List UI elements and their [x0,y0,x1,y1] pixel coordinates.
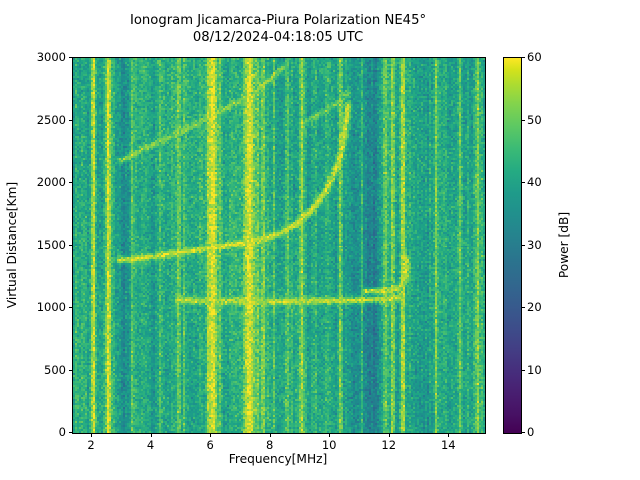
colorbar [503,57,522,434]
colorbar-tick-mark [521,57,525,58]
plot-area[interactable] [72,57,486,434]
y-tick-mark [68,307,72,308]
chart-title: Ionogram Jicamarca-Piura Polarization NE… [72,12,484,46]
x-tick-label-8: 8 [265,438,274,452]
colorbar-tick-mark [521,432,525,433]
colorbar-tick-label-30: 30 [527,237,542,252]
colorbar-label-text: Power [dB] [557,211,571,278]
colorbar-tick-mark [521,244,525,246]
x-tick-mark [448,433,450,437]
y-tick-label-500: 500 [44,362,66,377]
colorbar-label: Power [dB] [556,57,572,432]
y-tick-label-2000: 2000 [36,175,66,189]
y-tick-mark [68,369,72,371]
y-tick-label-3000: 3000 [36,50,66,64]
y-tick-label-2500: 2500 [36,112,66,127]
x-tick-label-14: 14 [440,438,456,452]
colorbar-tick-label-20: 20 [527,300,542,314]
x-tick-label-12: 12 [381,438,397,452]
colorbar-tick-mark [521,119,525,121]
x-tick-mark [388,433,390,437]
x-tick-label-2: 2 [87,438,95,452]
y-tick-label-1000: 1000 [36,300,66,314]
colorbar-tick-label-40: 40 [527,175,542,189]
colorbar-ticks: 0 10 20 30 40 50 60 [520,50,580,439]
x-tick-label-4: 4 [146,438,155,452]
y-tick-label-0: 0 [58,425,66,439]
title-line-timestamp: 08/12/2024-04:18:05 UTC [192,30,364,45]
y-axis-ticks: 0 500 1000 1500 2000 2500 3000 [0,50,72,439]
y-tick-mark [68,244,72,246]
y-axis-label: Virtual Distance[Km] [4,57,20,432]
x-tick-mark [329,433,331,437]
colorbar-tick-mark [521,369,525,371]
y-tick-mark [68,432,72,433]
x-tick-mark [269,433,271,437]
colorbar-tick-label-10: 10 [527,362,542,377]
x-tick-mark [91,433,93,437]
colorbar-tick-label-0: 0 [527,425,535,439]
x-tick-label-10: 10 [321,438,337,452]
y-tick-mark [68,119,72,121]
y-tick-mark [68,57,72,58]
title-line-main: Ionogram Jicamarca-Piura Polarization NE… [129,13,427,28]
y-tick-label-1500: 1500 [36,237,66,252]
colorbar-tick-mark [521,307,525,308]
x-tick-label-6: 6 [206,438,214,452]
x-axis-ticks: 2 4 6 8 10 12 14 [72,433,484,463]
x-tick-mark [150,433,152,437]
x-axis-label: Frequency[MHz] [228,452,328,466]
colorbar-tick-mark [521,182,525,183]
y-tick-mark [68,182,72,183]
colorbar-tick-label-50: 50 [527,112,542,127]
ionogram-heatmap [73,58,485,433]
colorbar-tick-label-60: 60 [527,50,542,64]
y-axis-label-text: Virtual Distance[Km] [5,181,19,308]
x-tick-mark [210,433,212,437]
